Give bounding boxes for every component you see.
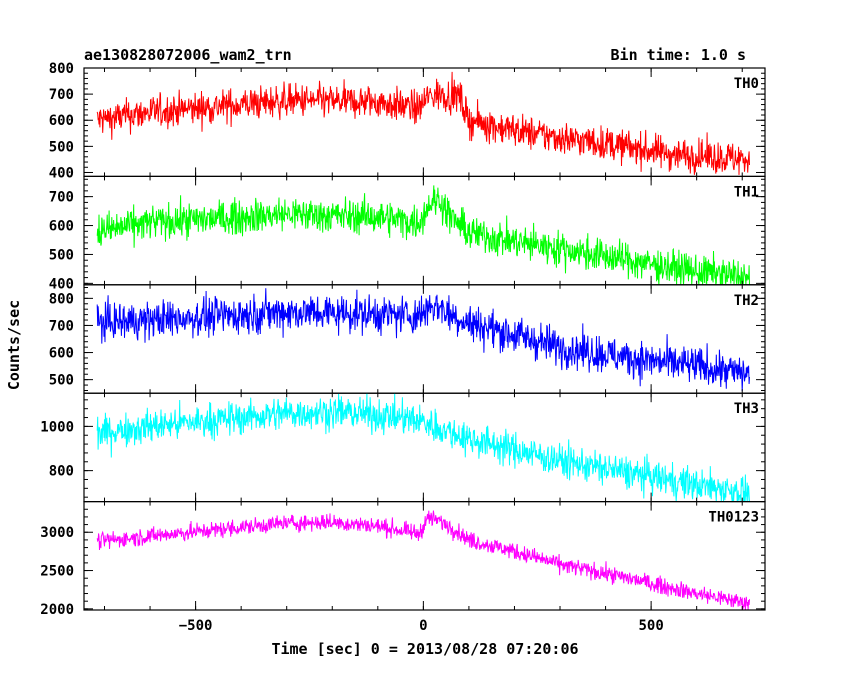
- chart-title: ae130828072006_wam2_trn: [84, 46, 292, 64]
- panel-label-th0123: TH0123: [708, 510, 759, 526]
- panel-label-th0: TH0: [734, 76, 759, 92]
- y-tick-label: 400: [49, 165, 74, 181]
- y-tick-label: 800: [49, 61, 74, 77]
- panel-frame-th0: [83, 67, 766, 178]
- y-tick-label: 700: [49, 190, 74, 206]
- panel-label-th2: TH2: [734, 293, 759, 309]
- y-axis-label: Counts/sec: [5, 299, 23, 391]
- panel-label-th1: TH1: [734, 184, 759, 200]
- bin-time-label: Bin time: 1.0 s: [610, 46, 746, 64]
- panel-frame-th3: [83, 392, 766, 503]
- y-tick-label: 1000: [40, 419, 74, 435]
- series-line-th2: [96, 288, 750, 392]
- y-tick-label: 700: [49, 87, 74, 103]
- panel-label-th3: TH3: [734, 401, 759, 417]
- series-line-th0123: [96, 510, 750, 611]
- series-line-th0: [96, 71, 750, 175]
- y-tick-label: 3000: [40, 525, 74, 541]
- y-tick-label: 500: [49, 139, 74, 155]
- panel-frame-th0123: [83, 501, 766, 611]
- x-tick-label: 0: [419, 618, 427, 634]
- y-tick-label: 700: [49, 318, 74, 334]
- y-tick-label: 800: [49, 464, 74, 480]
- y-tick-label: 600: [49, 346, 74, 362]
- series-line-th3: [96, 393, 750, 503]
- panel-frame-th1: [83, 175, 766, 286]
- y-tick-label: 400: [49, 276, 74, 292]
- y-tick-label: 2500: [40, 564, 74, 580]
- y-tick-label: 2000: [40, 602, 74, 618]
- y-tick-label: 500: [49, 247, 74, 263]
- x-tick-label: 500: [638, 618, 663, 634]
- x-tick-label: −500: [179, 618, 213, 634]
- x-axis-label: Time [sec] 0 = 2013/08/28 07:20:06: [271, 640, 579, 658]
- y-tick-label: 500: [49, 373, 74, 389]
- y-tick-label: 600: [49, 113, 74, 129]
- panel-frame-th2: [83, 284, 766, 394]
- y-tick-label: 800: [49, 291, 74, 307]
- series-line-th1: [96, 185, 750, 286]
- y-tick-label: 600: [49, 219, 74, 235]
